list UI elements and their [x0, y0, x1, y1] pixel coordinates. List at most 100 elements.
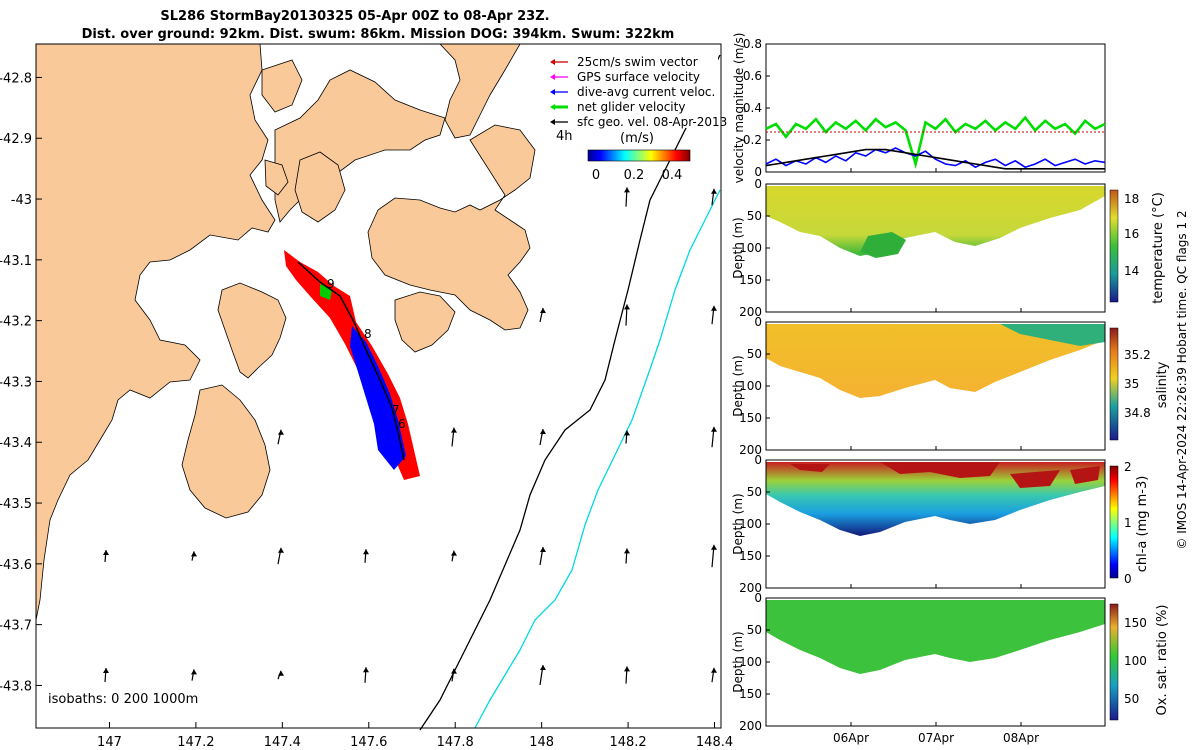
- map-xtick-label-4: 147.8: [437, 735, 474, 750]
- salinity-cbar-tick-348: 34.8: [1124, 406, 1151, 420]
- velocity-ytick-label-4: 0.8: [743, 37, 762, 51]
- chla-cbar-tick-2: 2: [1124, 460, 1132, 474]
- section-1-ytick-label-2: 100: [739, 379, 762, 393]
- velocity-arrowhead-26: [711, 667, 717, 673]
- velocity-ytick-label-1: 0.2: [743, 133, 762, 147]
- map-ytick-label-7: -43.5: [0, 497, 32, 512]
- velocity-arrowhead-22: [363, 667, 369, 673]
- map-ytick-label-0: -42.8: [0, 71, 32, 86]
- colorbar-title: (m/s): [620, 131, 654, 146]
- map-xtick-label-0: 147: [97, 735, 122, 750]
- oxygen-cbar-label: Ox. sat. ratio (%): [1155, 605, 1170, 716]
- chla-colorbar: [1109, 465, 1119, 579]
- salinity-fresh-patch: [1000, 324, 1105, 346]
- map-land: [36, 44, 536, 621]
- temperature-field: [766, 186, 1105, 256]
- section-3-ytick-label-1: 50: [747, 623, 762, 637]
- oxygen-cbar-tick-50: 50: [1124, 692, 1139, 706]
- date-tick-label-0: 06Apr: [833, 731, 869, 745]
- map-ytick-label-2: -43: [11, 193, 32, 208]
- velocity-arrowhead-25: [624, 666, 630, 672]
- oxygen-panel: 150 100 50 Ox. sat. ratio (%) Depth (m): [731, 597, 1170, 727]
- title-line-1: SL286 StormBay20130325 05-Apr 00Z to 08-…: [160, 9, 549, 24]
- map-xtick-label-6: 148.2: [609, 735, 646, 750]
- chla-cbar-label: chl-a (mg m-3): [1135, 476, 1150, 573]
- section-1-ytick-label-0: 0: [754, 315, 762, 329]
- track-label-6: 6: [398, 417, 406, 431]
- temperature-cbar-tick-16: 16: [1124, 227, 1139, 241]
- section-2-ytick-label-0: 0: [754, 453, 762, 467]
- isobath-1000m: [474, 189, 721, 729]
- section-3-ytick-label-2: 100: [739, 655, 762, 669]
- salinity-cbar-label: salinity: [1155, 361, 1170, 408]
- velocity-arrowhead-8: [540, 429, 546, 434]
- velocity-arrowhead-20: [191, 669, 197, 675]
- legend-label-0: 25cm/s swim vector: [577, 55, 698, 69]
- section-0-ytick-label-4: 200: [739, 305, 762, 319]
- section-1-ytick-label-4: 200: [739, 443, 762, 457]
- legend-arrowhead-2: [550, 89, 555, 95]
- map-frame: [35, 43, 722, 729]
- chla-cbar-tick-0: 0: [1124, 572, 1132, 586]
- oxygen-cbar-tick-150: 150: [1124, 616, 1147, 630]
- map-xtick-label-2: 147.4: [264, 735, 301, 750]
- track-label-9: 9: [327, 277, 335, 291]
- section-2-ytick-label-4: 200: [739, 581, 762, 595]
- temperature-cbar-label: temperature (°C): [1151, 192, 1166, 304]
- velocity-arrowhead-18: [711, 544, 717, 550]
- velocity-ytick-label-2: 0.4: [743, 101, 762, 115]
- salinity-cbar-tick-35: 35: [1124, 377, 1139, 391]
- map-panel: 9 8 7 6 147 147.2 147.4 147.6 147.8 148 148.2 1…: [0, 43, 733, 750]
- legend-arrowhead-3: [550, 104, 555, 110]
- velocity-arrowhead-14: [363, 549, 369, 555]
- velocity-arrowhead-4: [624, 304, 630, 310]
- map-xtick-label-7: 148.4: [696, 735, 733, 750]
- map-xtick-label-1: 147.2: [177, 735, 214, 750]
- section-1-ytick-label-3: 150: [739, 411, 762, 425]
- section-0-ytick-label-3: 150: [739, 273, 762, 287]
- section-1-ytick-label-1: 50: [747, 347, 762, 361]
- copyright-note: © IMOS 14-Apr-2024 22:26:39 Hobart time.…: [1175, 210, 1189, 549]
- salinity-colorbar: [1109, 327, 1119, 441]
- colorbar-tick-0: 0: [592, 168, 600, 183]
- legend-hours: 4h: [556, 129, 573, 144]
- title-line-2: Dist. over ground: 92km. Dist. swum: 86k…: [82, 27, 675, 42]
- map-ytick-label-5: -43.3: [0, 375, 32, 390]
- map-xtick-label-5: 148: [529, 735, 554, 750]
- section-2-ytick-label-2: 100: [739, 517, 762, 531]
- map-axis-ticks: 147 147.2 147.4 147.6 147.8 148 148.2 148.4 -42.…: [0, 71, 733, 750]
- temperature-panel: 18 16 14 temperature (°C) Depth (m): [731, 183, 1166, 313]
- chla-ylabel: Depth (m): [731, 493, 745, 554]
- section-0-ytick-label-0: 0: [754, 177, 762, 191]
- section-3-ytick-label-3: 150: [739, 687, 762, 701]
- velocity-ytick-label-3: 0.6: [743, 69, 762, 83]
- legend-label-2: dive-avg current veloc.: [577, 85, 715, 99]
- legend-label-1: GPS surface velocity: [577, 70, 700, 84]
- section-2-ytick-label-1: 50: [747, 485, 762, 499]
- velocity-axes: [765, 43, 1106, 173]
- colorbar-tick-04: 0.4: [662, 168, 683, 183]
- velocity-arrowhead-24: [540, 665, 546, 670]
- glider-track: [284, 250, 420, 480]
- velocity-arrows: [103, 187, 717, 686]
- velocity-arrowhead-6: [278, 429, 284, 435]
- salinity-ylabel: Depth (m): [731, 355, 745, 416]
- salinity-field: [766, 324, 1105, 398]
- velocity-arrowhead-17: [624, 548, 630, 554]
- map-ytick-label-10: -43.8: [0, 679, 32, 694]
- velocity-arrowhead-1: [624, 187, 630, 193]
- velocity-arrowhead-23: [451, 668, 457, 674]
- chla-high-patches: [790, 462, 1100, 488]
- section-0-ytick-label-1: 50: [747, 209, 762, 223]
- velocity-arrowhead-12: [191, 551, 197, 557]
- velocity-arrowhead-16: [540, 547, 546, 552]
- track-label-7: 7: [392, 403, 400, 417]
- velocity-arrowhead-9: [624, 430, 630, 436]
- velocity-arrowhead-2: [711, 188, 717, 194]
- velocity-panel: 0 0.2 0.4 0.6 0.8 velocity magnitude (m/s): [732, 33, 1106, 183]
- velocity-arrowhead-21: [278, 670, 284, 676]
- legend-arrowhead-0: [550, 59, 555, 65]
- temperature-ylabel: Depth (m): [731, 217, 745, 278]
- velocity-arrowhead-10: [711, 426, 717, 432]
